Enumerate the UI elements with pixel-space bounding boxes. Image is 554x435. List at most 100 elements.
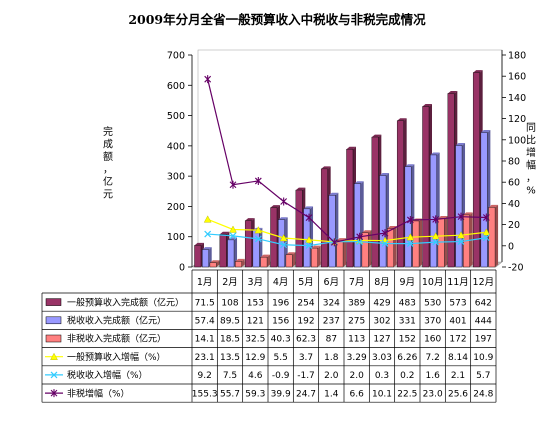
- bar-top: [303, 206, 314, 209]
- table-cell: 370: [424, 317, 441, 327]
- bar-top: [209, 260, 220, 263]
- table-cell: 32.5: [245, 335, 265, 345]
- bar-side: [495, 204, 499, 267]
- table-cell: 483: [399, 298, 416, 308]
- legend-swatch: [45, 298, 62, 306]
- table-cell: 24.8: [473, 389, 493, 399]
- legend-label: 税收收入完成额（亿元）: [67, 315, 166, 327]
- table-cell: 275: [348, 317, 365, 327]
- table-cell: 3.03: [372, 353, 392, 363]
- bar: [422, 106, 430, 268]
- table-cell: 331: [399, 317, 416, 327]
- table-cell: 7.2: [426, 353, 440, 363]
- bar-top: [430, 152, 440, 155]
- x-category-label: 6月: [324, 277, 340, 288]
- line-point: [254, 176, 262, 185]
- x-category-label: 4月: [273, 277, 289, 288]
- table-cell: 389: [348, 298, 365, 308]
- table-cell: 254: [297, 298, 314, 308]
- legend-swatch: [45, 316, 62, 325]
- bar-top: [321, 166, 331, 169]
- table-cell: 127: [373, 335, 390, 345]
- y-right-axis-title: 同比增幅，%: [526, 122, 536, 197]
- line-point: [482, 213, 490, 222]
- line-point: [432, 238, 440, 246]
- table-cell: 14.1: [195, 335, 215, 345]
- bar: [447, 93, 455, 268]
- bar-side: [317, 245, 321, 267]
- legend-label: 一般预算收入增幅（%）: [67, 351, 166, 363]
- bar-top: [463, 212, 473, 215]
- y-right-tick-label: 80: [508, 157, 520, 168]
- bar-side: [393, 226, 397, 267]
- table-cell: 13.5: [220, 353, 240, 363]
- line-layer: [203, 75, 491, 250]
- line-point: [279, 234, 288, 242]
- bar-top: [473, 70, 483, 73]
- bar: [219, 234, 227, 268]
- bar-top: [480, 130, 491, 133]
- table-cell: -0.9: [272, 371, 290, 381]
- table-cell: 160: [424, 335, 441, 345]
- table-cell: 429: [373, 298, 390, 308]
- bar-side: [234, 237, 238, 267]
- line-point: [432, 215, 440, 224]
- line-point: [229, 232, 237, 240]
- line-point: [381, 240, 389, 247]
- bar-top: [371, 134, 382, 138]
- y-left-tick-label: 300: [167, 172, 185, 183]
- bar: [209, 262, 217, 268]
- table-cell: 62.3: [296, 335, 316, 345]
- table-cell: 3.7: [299, 353, 313, 363]
- legend-label: 一般预算收入完成额（亿元）: [67, 296, 184, 308]
- table-cell: 401: [449, 317, 466, 327]
- table-cell: 0.2: [400, 371, 414, 381]
- table-cell: 89.5: [220, 317, 240, 327]
- bar-top: [354, 181, 364, 184]
- legend-label: 非税收入完成额（亿元）: [67, 333, 166, 345]
- bar-top: [361, 230, 372, 233]
- bar: [354, 183, 361, 268]
- x-category-label: 10月: [422, 277, 444, 288]
- bar: [455, 145, 463, 268]
- line-point: [229, 180, 237, 189]
- line-point: [280, 241, 288, 249]
- table-cell: 8.14: [448, 353, 468, 363]
- line-point: [356, 232, 364, 241]
- line-point: [203, 215, 212, 223]
- table-cell: 9.2: [198, 371, 212, 381]
- table-cell: 324: [323, 298, 340, 308]
- bar: [346, 148, 354, 268]
- bar: [371, 136, 379, 268]
- line-point: [50, 352, 58, 360]
- table-cell: 3.29: [347, 353, 367, 363]
- bar: [244, 220, 252, 268]
- table-cell: 152: [399, 335, 416, 345]
- bar-side: [216, 260, 220, 267]
- bar-top: [311, 245, 321, 249]
- y-left-tick-label: 400: [167, 141, 185, 152]
- bar: [201, 249, 209, 268]
- y-right-tick-label: 160: [508, 72, 526, 83]
- bar: [480, 132, 488, 268]
- line-point: [204, 230, 212, 238]
- bar: [430, 154, 437, 268]
- table-cell: 5.7: [476, 371, 490, 381]
- table-cell: 18.5: [220, 335, 240, 345]
- bar-top: [245, 218, 255, 221]
- bar: [387, 228, 394, 268]
- y-right-tick-label: 180: [508, 51, 526, 62]
- table-cell: 4.6: [248, 371, 263, 381]
- line-point: [50, 389, 58, 398]
- table-cell: 59.3: [245, 389, 265, 399]
- line-point: [204, 75, 212, 84]
- bar-side: [241, 258, 245, 267]
- table-cell: 192: [297, 317, 314, 327]
- bar-top: [328, 192, 339, 196]
- line-point: [406, 240, 414, 248]
- bar: [396, 120, 404, 268]
- table-cell: 2.0: [324, 371, 339, 381]
- table-cell: 113: [348, 335, 365, 345]
- y-right-tick-label: 20: [508, 220, 520, 231]
- bar-top: [295, 187, 306, 191]
